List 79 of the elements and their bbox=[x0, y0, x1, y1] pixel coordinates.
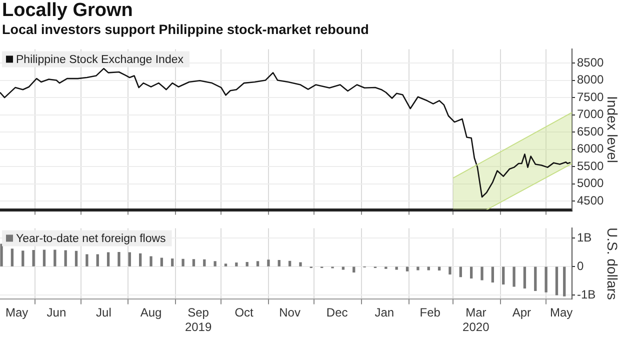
chart-title: Locally Grown bbox=[2, 0, 133, 22]
bar bbox=[64, 250, 67, 266]
chart-subtitle: Local investors support Philippine stock-market rebound bbox=[2, 22, 369, 37]
bar bbox=[235, 262, 238, 266]
bar bbox=[342, 266, 345, 270]
bar bbox=[480, 266, 484, 280]
legend-label: Year-to-date net foreign flows bbox=[16, 232, 166, 245]
x-tick-label: Sep 2019 bbox=[184, 306, 212, 334]
bar bbox=[106, 252, 110, 266]
y-tick-label: -1B bbox=[577, 287, 596, 302]
x-tick-label: Jun bbox=[46, 306, 66, 320]
bar bbox=[192, 259, 196, 266]
x-tick-label: May bbox=[550, 306, 573, 320]
bar bbox=[22, 250, 24, 266]
y-axis-title: Index level bbox=[604, 96, 620, 163]
bar bbox=[182, 258, 184, 266]
x-tick-label: Mar 2020 bbox=[462, 306, 490, 334]
y-tick-label: 5500 bbox=[577, 158, 604, 173]
y-tick-label: 0 bbox=[577, 258, 584, 273]
bar bbox=[470, 266, 473, 279]
bar bbox=[352, 266, 356, 273]
bar bbox=[491, 266, 494, 282]
y-tick-label: 5000 bbox=[577, 176, 604, 190]
bar bbox=[395, 266, 398, 270]
bar bbox=[160, 258, 164, 266]
bar bbox=[118, 252, 120, 266]
bar bbox=[224, 264, 228, 266]
bar bbox=[246, 262, 248, 266]
bar bbox=[563, 266, 566, 296]
bar bbox=[86, 254, 88, 266]
bar bbox=[544, 266, 548, 292]
bar bbox=[523, 266, 526, 288]
bar bbox=[406, 266, 409, 272]
x-tick-label: Oct bbox=[234, 306, 254, 320]
bar bbox=[54, 250, 56, 266]
bar bbox=[74, 250, 78, 266]
bar bbox=[512, 266, 516, 287]
y-tick-label: 7500 bbox=[577, 90, 604, 104]
bar bbox=[256, 261, 260, 266]
bar bbox=[42, 250, 46, 266]
bar bbox=[139, 253, 142, 266]
bar bbox=[150, 256, 152, 266]
y-tick-label: 8000 bbox=[577, 72, 604, 87]
bar bbox=[32, 250, 35, 266]
y-tick-label: 6500 bbox=[577, 124, 604, 138]
bar bbox=[0, 244, 3, 266]
bar bbox=[128, 252, 131, 266]
bar bbox=[267, 260, 270, 266]
bar bbox=[438, 266, 441, 271]
x-tick-label: Nov bbox=[279, 306, 300, 320]
y-tick-label: 1B bbox=[577, 230, 592, 244]
bar bbox=[171, 258, 174, 266]
x-tick-label: Dec bbox=[326, 306, 348, 320]
x-tick-label: May bbox=[5, 306, 28, 320]
bar bbox=[214, 261, 216, 266]
bar bbox=[459, 266, 462, 278]
bar bbox=[416, 266, 420, 270]
bar bbox=[448, 266, 452, 275]
x-tick-label: Jul bbox=[96, 306, 112, 320]
bar bbox=[502, 266, 505, 284]
x-tick-label: Apr bbox=[512, 306, 532, 320]
x-tick-label: Feb bbox=[420, 306, 441, 320]
x-tick-label: Aug bbox=[140, 306, 162, 320]
x-tick-label: Jan bbox=[374, 306, 394, 320]
bar bbox=[555, 266, 558, 296]
y-axis-title: U.S. dollars bbox=[604, 228, 620, 300]
bar bbox=[203, 259, 206, 266]
bar bbox=[10, 248, 14, 266]
bar bbox=[278, 260, 280, 266]
y-tick-label: 4500 bbox=[577, 193, 604, 208]
y-tick-label: 7000 bbox=[577, 107, 604, 122]
y-tick-label: 6000 bbox=[577, 142, 604, 156]
legend-label: Philippine Stock Exchange Index bbox=[16, 54, 184, 66]
y-tick-label: 8500 bbox=[577, 55, 604, 70]
bar bbox=[288, 260, 292, 266]
bar bbox=[427, 266, 430, 270]
bar bbox=[534, 266, 537, 292]
bar bbox=[299, 262, 302, 266]
bar bbox=[96, 254, 99, 266]
